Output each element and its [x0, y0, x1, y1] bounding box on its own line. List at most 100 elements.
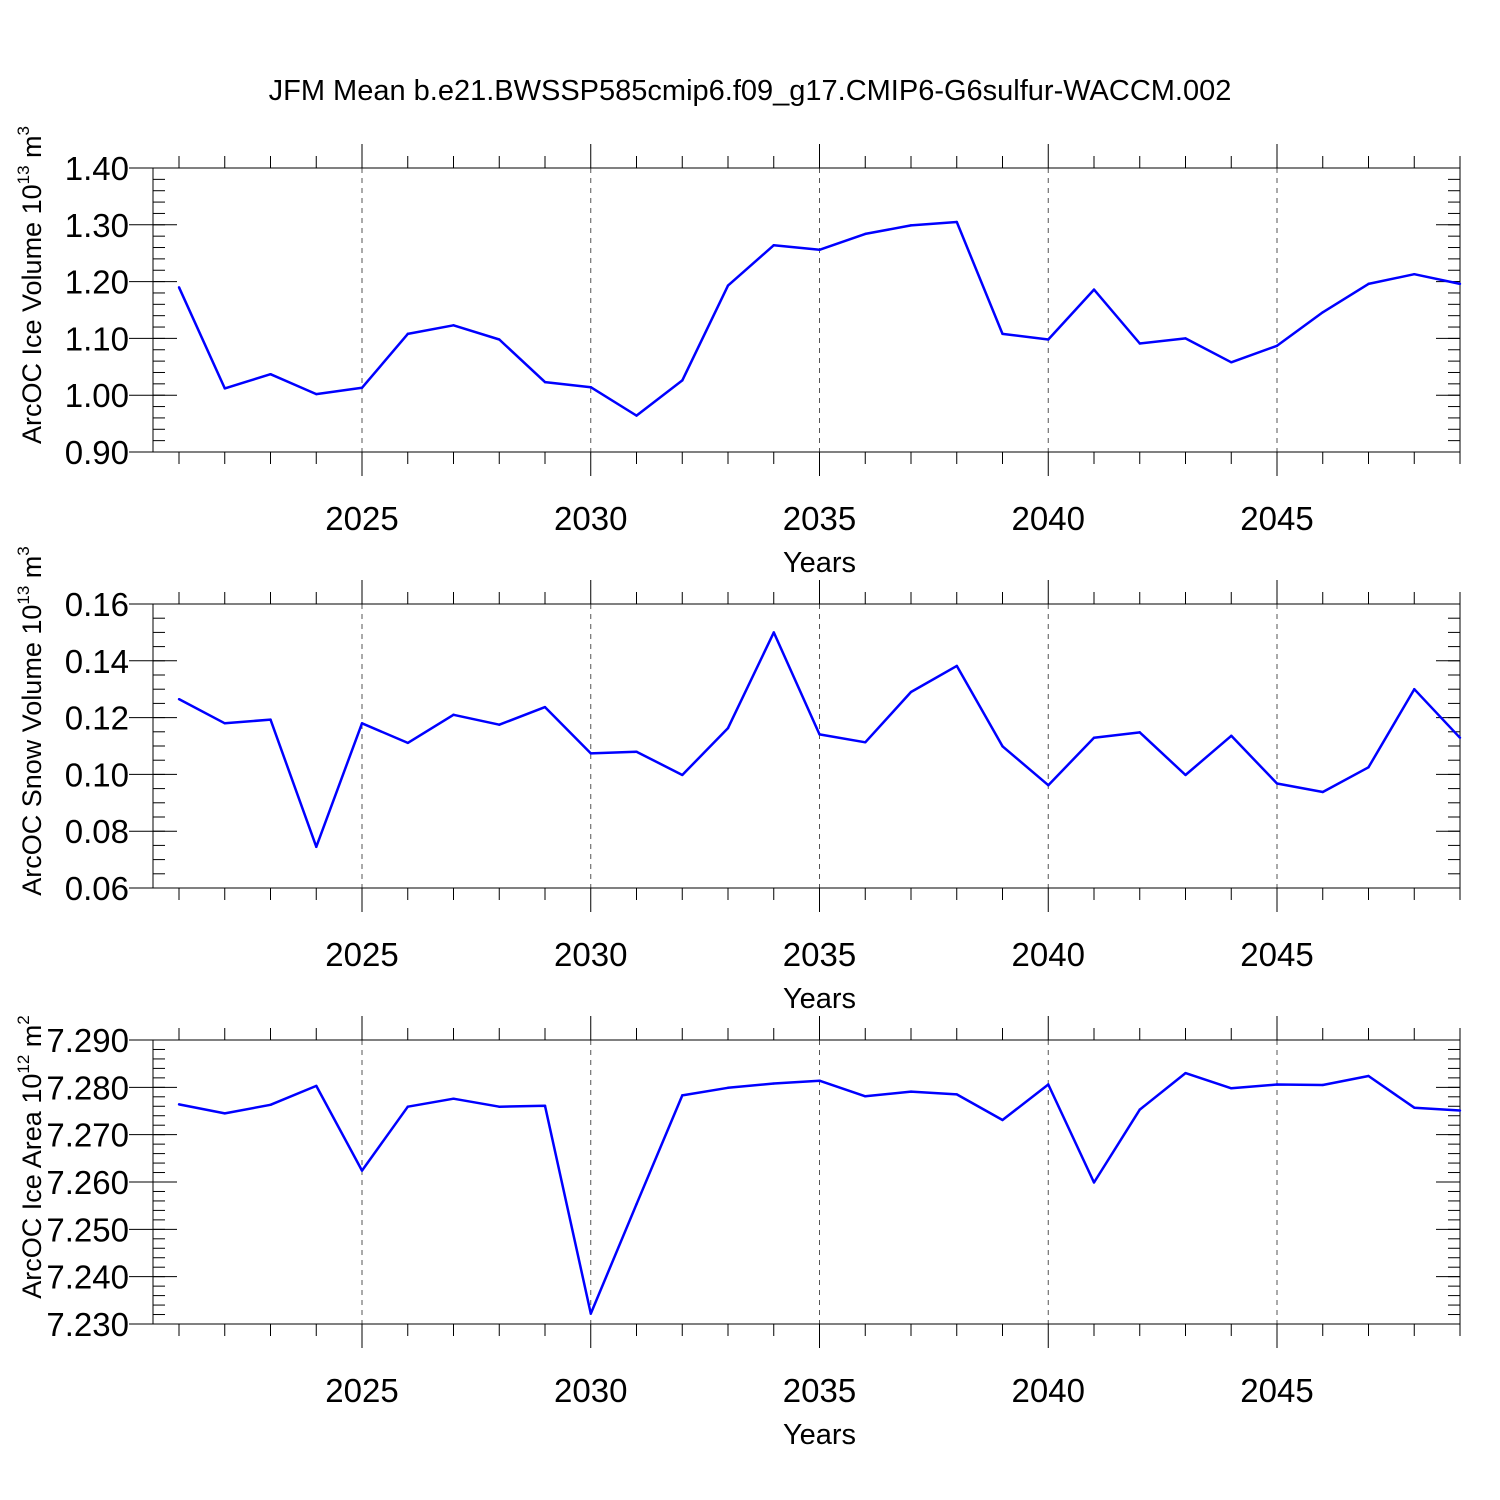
- data-point: [1230, 1087, 1233, 1090]
- y-axis-unit-exponent: 13: [14, 165, 33, 184]
- x-tick-label: 2040: [1012, 500, 1085, 537]
- data-point: [223, 387, 226, 390]
- data-point: [1458, 736, 1462, 739]
- data-point: [726, 1086, 730, 1090]
- data-point: [955, 220, 958, 224]
- data-point: [1367, 1074, 1370, 1078]
- data-point: [1458, 1109, 1462, 1112]
- x-tick-label: 2025: [325, 1372, 398, 1409]
- data-point: [1001, 332, 1004, 336]
- data-point: [360, 1169, 364, 1172]
- data-point: [269, 1103, 272, 1107]
- data-point: [864, 232, 867, 236]
- y-tick-label: 7.250: [46, 1211, 129, 1248]
- y-tick-label: 1.00: [65, 377, 129, 414]
- data-point: [1413, 273, 1416, 276]
- y-tick-label: 7.290: [46, 1022, 129, 1059]
- data-point: [498, 1105, 501, 1108]
- chart-panel-ice-volume: 0.90 1.00 1.10 1.20 1.30 1.40 2025 2030 2035 2040…: [14, 126, 1462, 579]
- data-point: [681, 773, 684, 777]
- data-point: [1230, 361, 1233, 364]
- data-point: [1184, 337, 1187, 340]
- y-tick-label: 7.230: [46, 1306, 129, 1343]
- data-point: [406, 332, 409, 336]
- y-tick-label: 7.280: [46, 1069, 129, 1106]
- data-point: [909, 690, 913, 694]
- data-point: [1092, 288, 1096, 291]
- y-tick-label: 0.90: [65, 434, 129, 471]
- data-point: [726, 726, 730, 730]
- data-point: [909, 1090, 913, 1093]
- data-point: [1092, 736, 1096, 739]
- x-axis-label: Years: [783, 1419, 856, 1451]
- y-tick-label: 0.12: [65, 700, 129, 737]
- data-point: [1001, 745, 1004, 748]
- data-point: [452, 324, 455, 327]
- data-point: [177, 1103, 181, 1106]
- data-point: [635, 1203, 638, 1206]
- data-point: [1275, 1083, 1279, 1086]
- chart-panel-ice-area: 7.230 7.240 7.250 7.260 7.270 7.280 7.290 2025 2…: [14, 1015, 1462, 1451]
- data-point: [177, 286, 181, 289]
- x-tick-label: 2030: [554, 500, 627, 537]
- data-point: [772, 1082, 775, 1085]
- data-point: [1275, 344, 1279, 347]
- data-point: [452, 713, 455, 716]
- data-point: [543, 380, 547, 384]
- data-point: [1458, 282, 1462, 286]
- data-point: [589, 752, 592, 755]
- data-point: [223, 722, 226, 725]
- data-point: [589, 1312, 592, 1315]
- y-axis-label: ArcOC Snow Volume 1013 m3: [14, 546, 47, 896]
- data-point: [1184, 773, 1187, 777]
- y-axis-label-text: ArcOC Ice Volume 10: [17, 184, 47, 444]
- x-tick-label: 2045: [1240, 936, 1313, 973]
- x-tick-label: 2040: [1012, 936, 1085, 973]
- x-tick-label: 2045: [1240, 500, 1313, 537]
- data-point: [909, 224, 913, 227]
- x-tick-label: 2025: [325, 500, 398, 537]
- y-axis-unit-dimension: m: [17, 135, 47, 165]
- data-point: [315, 1084, 318, 1088]
- data-point: [1047, 338, 1050, 341]
- data-point: [1092, 1181, 1096, 1184]
- x-axis-label: Years: [783, 983, 856, 1015]
- y-tick-label: 0.14: [65, 643, 129, 680]
- data-point: [315, 845, 318, 849]
- data-point: [864, 1095, 867, 1098]
- data-point: [360, 386, 364, 390]
- data-point: [1275, 782, 1279, 785]
- y-tick-label: 1.10: [65, 320, 129, 357]
- data-point: [772, 244, 775, 247]
- data-point: [1001, 1118, 1004, 1122]
- data-point: [498, 338, 501, 341]
- x-tick-label: 2025: [325, 936, 398, 973]
- y-tick-label: 0.16: [65, 586, 129, 623]
- data-point: [1138, 731, 1141, 734]
- data-point: [1230, 734, 1233, 737]
- data-point: [635, 750, 638, 753]
- y-axis-label: ArcOC Ice Area 1012 m2: [14, 1015, 47, 1299]
- x-tick-label: 2035: [783, 936, 856, 973]
- data-point: [726, 284, 730, 287]
- data-point: [955, 664, 958, 668]
- data-point: [1138, 1108, 1141, 1111]
- data-point: [1413, 688, 1416, 691]
- data-point: [1321, 790, 1324, 794]
- data-point: [1047, 783, 1050, 787]
- x-tick-label: 2035: [783, 1372, 856, 1409]
- data-point: [1138, 342, 1141, 345]
- data-point: [315, 392, 318, 396]
- y-tick-label: 0.10: [65, 756, 129, 793]
- plot-frame: [152, 167, 1461, 453]
- x-tick-label: 2035: [783, 500, 856, 537]
- data-point: [589, 386, 592, 389]
- data-point: [543, 1104, 547, 1107]
- data-point: [1321, 311, 1324, 314]
- data-point: [818, 1079, 821, 1082]
- data-point: [772, 631, 775, 634]
- data-point: [177, 697, 181, 701]
- y-tick-label: 7.260: [46, 1164, 129, 1201]
- data-point: [406, 741, 409, 745]
